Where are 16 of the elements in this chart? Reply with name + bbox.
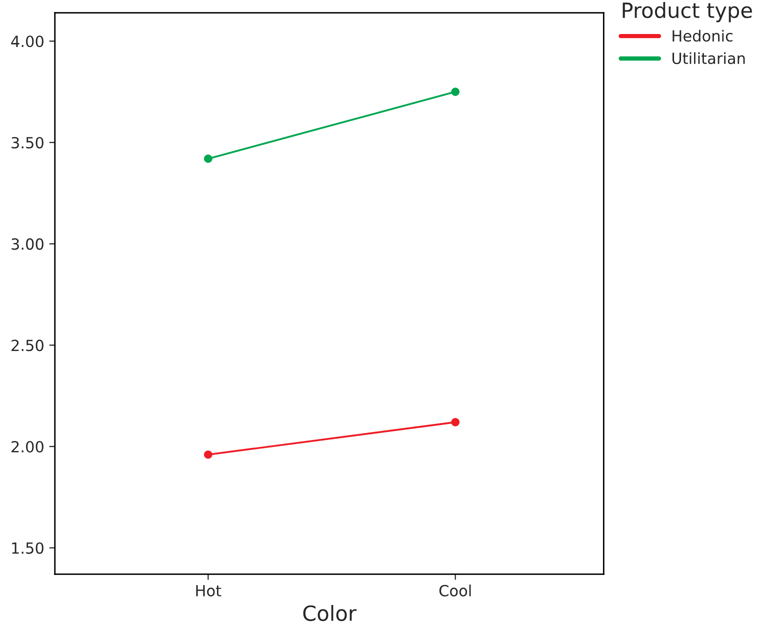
point bbox=[451, 418, 460, 426]
point bbox=[204, 450, 212, 459]
legend-label: Hedonic bbox=[672, 30, 732, 42]
legend-label: Utilitarian bbox=[672, 52, 745, 64]
y-tick-label: 2.00 bbox=[12, 440, 44, 453]
y-tick-label: 3.00 bbox=[12, 238, 44, 250]
x-tick-label: Cool bbox=[439, 584, 471, 596]
y-tick-label: 3.50 bbox=[12, 136, 44, 148]
y-tick-label: 1.50 bbox=[12, 542, 44, 554]
point bbox=[451, 88, 460, 96]
point bbox=[204, 154, 212, 163]
legend-title: Product type bbox=[622, 2, 752, 22]
x-axis-title: Color bbox=[303, 604, 356, 622]
x-tick-label: Hot bbox=[196, 585, 222, 596]
y-tick-label: 4.00 bbox=[11, 36, 44, 48]
y-tick-label: 2.50 bbox=[12, 340, 44, 352]
